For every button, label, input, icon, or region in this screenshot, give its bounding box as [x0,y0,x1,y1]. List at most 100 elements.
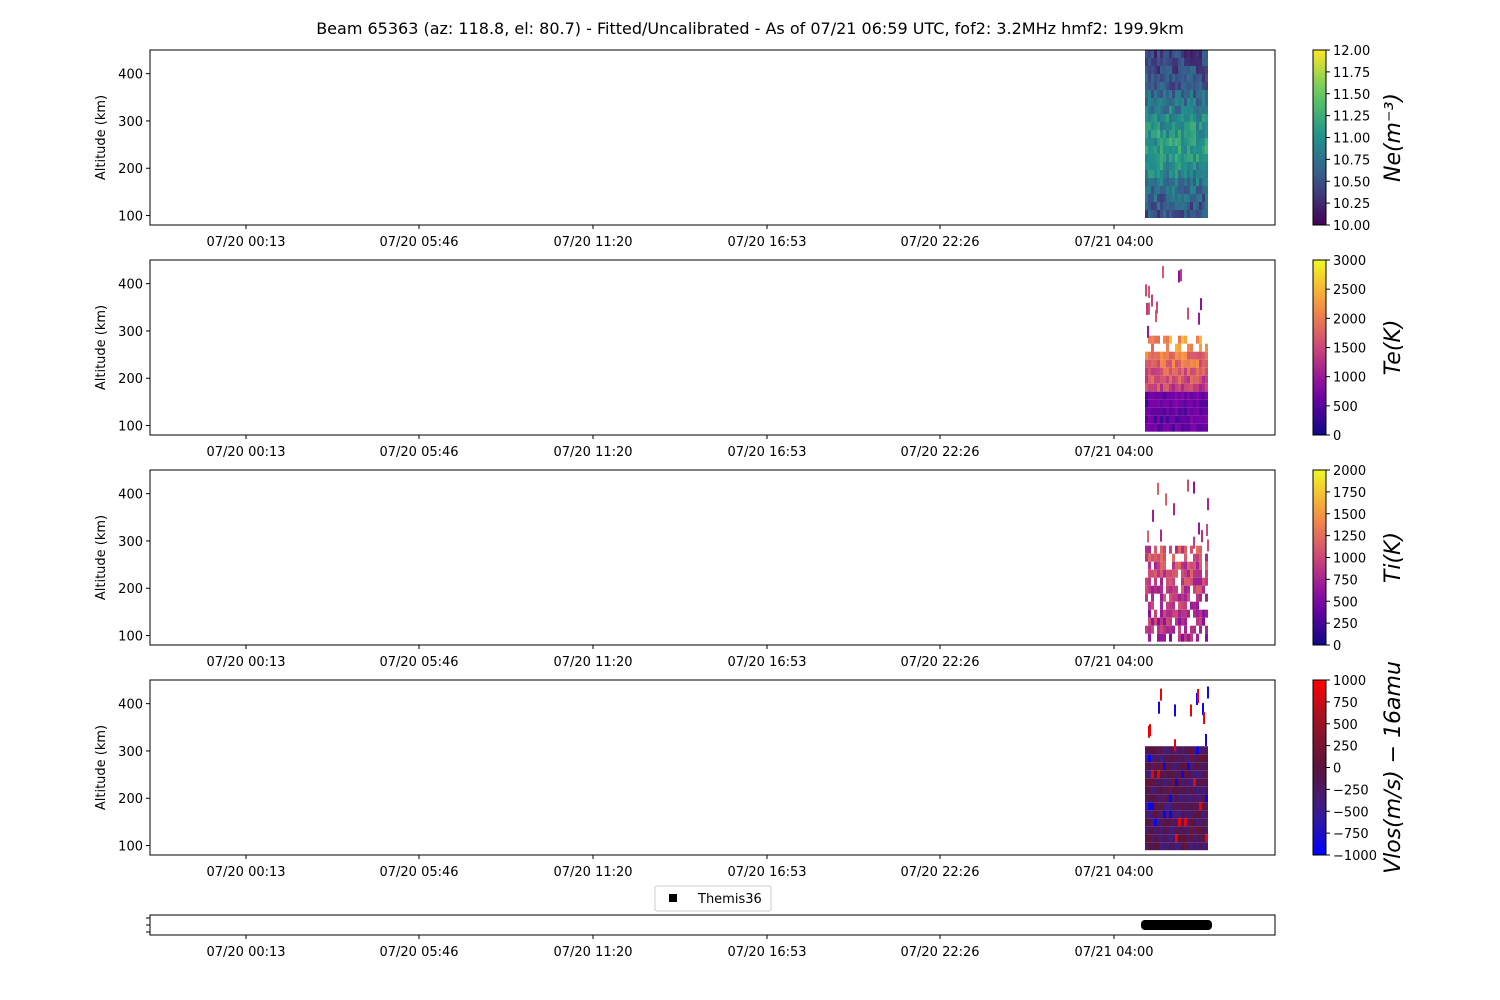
heatmap-cell [1202,810,1205,819]
heatmap-cell [1205,194,1208,202]
heatmap-cell [1166,762,1169,771]
ytick-label: 400 [118,68,143,83]
heatmap-cell [1205,754,1208,763]
heatmap-cell [1175,609,1178,618]
heatmap-outlier [1148,302,1150,315]
axes-frame [149,679,1276,856]
heatmap-cell [1199,383,1202,392]
heatmap-cell [1166,778,1169,787]
heatmap-cell [1193,569,1196,578]
heatmap-cell [1145,810,1148,819]
ytick-label: 300 [118,325,143,340]
colorbar-tick-label: 1000 [1333,674,1366,689]
heatmap-cell [1163,154,1166,162]
instrument-timeline: 07/20 00:13 07/20 05:46 07/20 11:20 07/20 1… [146,914,1276,960]
heatmap-cell [1151,114,1154,122]
heatmap-cell [1148,561,1151,570]
heatmap-cell [1154,74,1157,82]
heatmap-cell [1184,633,1187,642]
heatmap-cell [1187,391,1190,400]
heatmap-cell [1148,826,1151,835]
heatmap-cell [1178,770,1181,779]
heatmap-cell [1175,842,1178,851]
heatmap-cell [1190,423,1193,432]
heatmap-cell [1205,162,1208,170]
heatmap-cell [1196,746,1199,755]
ytick-label: 100 [118,630,143,645]
heatmap-cell [1193,98,1196,106]
heatmap-cell [1199,186,1202,194]
y-axis-label: Altitude (km) [94,725,109,810]
heatmap-cell [1178,609,1181,618]
heatmap-cell [1199,82,1202,90]
heatmap-cell [1193,106,1196,114]
heatmap-cell [1172,359,1175,368]
heatmap-cell [1169,778,1172,787]
heatmap-cell [1157,82,1160,90]
heatmap-cell [1202,162,1205,170]
heatmap-cell [1202,383,1205,392]
heatmap-cell [1184,98,1187,106]
heatmap-cell [1151,82,1154,90]
heatmap-cell [1154,561,1157,570]
heatmap-cell [1187,170,1190,178]
heatmap-cell [1169,50,1172,58]
heatmap-cell [1181,383,1184,392]
heatmap-cell [1169,834,1172,843]
heatmap-cell [1181,810,1184,819]
heatmap-cell [1175,146,1178,154]
heatmap-cell [1193,114,1196,122]
heatmap-cell [1172,770,1175,779]
heatmap-cell [1199,786,1202,795]
heatmap-cell [1193,842,1196,851]
heatmap-cell [1184,162,1187,170]
heatmap-cell [1202,794,1205,803]
heatmap-cell [1148,359,1151,368]
heatmap-outlier [1148,285,1150,298]
heatmap-cell [1148,367,1151,376]
heatmap-cell [1151,138,1154,146]
heatmap-cell [1148,617,1151,626]
heatmap-cell [1184,617,1187,626]
heatmap-cell [1202,762,1205,771]
axes-frame [149,259,1276,436]
colorbar-tick-label: 250 [1333,617,1358,632]
heatmap-cell [1205,826,1208,835]
heatmap-cell [1187,577,1190,586]
heatmap-cell [1199,617,1202,626]
heatmap-cell [1187,194,1190,202]
heatmap-cell [1202,66,1205,74]
heatmap-cell [1160,138,1163,146]
ytick-label: 200 [118,582,143,597]
heatmap-cell [1175,343,1178,352]
heatmap-cell [1184,786,1187,795]
heatmap-cell [1154,194,1157,202]
heatmap-cell [1178,186,1181,194]
timeline-xtick-label: 07/20 22:26 [900,945,979,960]
heatmap-cell [1148,202,1151,210]
heatmap-cell [1199,593,1202,602]
heatmap-cell [1145,162,1148,170]
heatmap-cell [1190,818,1193,827]
heatmap-cell [1172,82,1175,90]
heatmap-cell [1175,786,1178,795]
heatmap-cell [1190,794,1193,803]
heatmap-cell [1151,375,1154,384]
heatmap-cell [1154,834,1157,843]
panel-4-xtick-label: 07/20 22:26 [900,865,979,880]
heatmap-cell [1196,391,1199,400]
heatmap-cell [1190,802,1193,811]
heatmap-cell [1166,351,1169,360]
heatmap-cell [1202,391,1205,400]
heatmap-cell [1184,66,1187,74]
heatmap-cell [1187,561,1190,570]
heatmap-cell [1190,359,1193,368]
heatmap-cell [1181,210,1184,218]
heatmap-cell [1202,826,1205,835]
heatmap-cell [1205,122,1208,130]
heatmap-cell [1184,391,1187,400]
heatmap-cell [1181,633,1184,642]
heatmap-cell [1148,423,1151,432]
heatmap-cell [1202,359,1205,368]
heatmap-cell [1181,146,1184,154]
